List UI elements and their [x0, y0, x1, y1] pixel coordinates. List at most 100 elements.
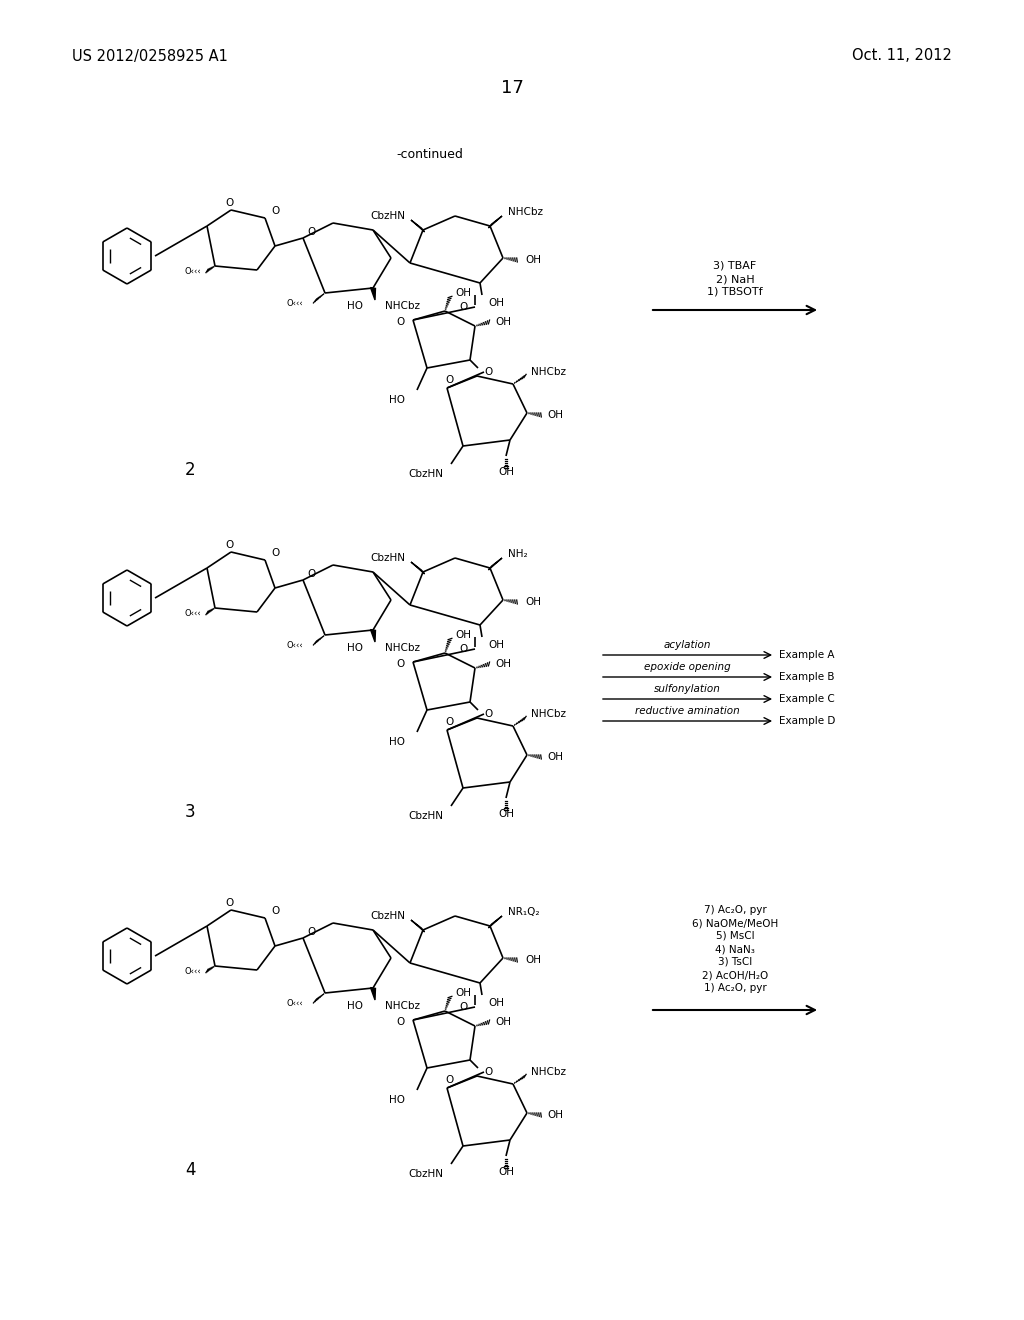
Text: O‹‹‹: O‹‹‹ — [184, 268, 201, 276]
Text: CbzHN: CbzHN — [408, 469, 443, 479]
Text: HO: HO — [389, 395, 406, 405]
Text: OH: OH — [495, 659, 511, 669]
Text: NHCbz: NHCbz — [385, 643, 420, 653]
Text: NHCbz: NHCbz — [531, 367, 566, 378]
Text: Example D: Example D — [779, 715, 836, 726]
Text: OH: OH — [498, 1167, 514, 1177]
Text: NHCbz: NHCbz — [508, 207, 543, 216]
Text: O‹‹‹: O‹‹‹ — [184, 610, 201, 619]
Text: CbzHN: CbzHN — [370, 211, 406, 220]
Text: HO: HO — [347, 301, 362, 312]
Text: O: O — [307, 227, 315, 238]
Text: Example B: Example B — [779, 672, 835, 682]
Text: OH: OH — [455, 987, 471, 998]
Text: CbzHN: CbzHN — [408, 1170, 443, 1179]
Text: CbzHN: CbzHN — [370, 911, 406, 921]
Text: O: O — [271, 548, 280, 558]
Text: O: O — [396, 1016, 406, 1027]
Text: O: O — [225, 540, 233, 550]
Text: 7) Ac₂O, pyr: 7) Ac₂O, pyr — [703, 906, 766, 915]
Polygon shape — [488, 558, 502, 570]
Text: NHCbz: NHCbz — [385, 301, 420, 312]
Text: O: O — [444, 717, 454, 727]
Text: 3) TBAF: 3) TBAF — [714, 261, 757, 271]
Text: -continued: -continued — [396, 149, 464, 161]
Text: Example A: Example A — [779, 649, 835, 660]
Text: 2) AcOH/H₂O: 2) AcOH/H₂O — [701, 970, 768, 979]
Text: CbzHN: CbzHN — [408, 810, 443, 821]
Text: OH: OH — [455, 630, 471, 640]
Text: O: O — [444, 1074, 454, 1085]
Text: NHCbz: NHCbz — [385, 1001, 420, 1011]
Text: O‹‹‹: O‹‹‹ — [287, 998, 303, 1007]
Text: OH: OH — [488, 998, 504, 1008]
Text: OH: OH — [495, 1016, 511, 1027]
Text: O: O — [460, 644, 468, 653]
Text: OH: OH — [498, 809, 514, 818]
Text: 5) MsCl: 5) MsCl — [716, 931, 755, 941]
Text: O‹‹‹: O‹‹‹ — [184, 968, 201, 977]
Polygon shape — [371, 288, 376, 300]
Text: O: O — [460, 302, 468, 312]
Text: O: O — [225, 898, 233, 908]
Text: O: O — [396, 659, 406, 669]
Text: 2: 2 — [184, 461, 196, 479]
Text: 3) TsCl: 3) TsCl — [718, 957, 752, 968]
Text: O: O — [484, 1067, 493, 1077]
Text: O: O — [271, 906, 280, 916]
Text: OH: OH — [525, 954, 541, 965]
Text: 4: 4 — [184, 1162, 196, 1179]
Polygon shape — [411, 920, 425, 932]
Text: O: O — [460, 1002, 468, 1012]
Text: Example C: Example C — [779, 694, 835, 704]
Text: 2) NaH: 2) NaH — [716, 275, 755, 284]
Text: NHCbz: NHCbz — [531, 709, 566, 719]
Polygon shape — [371, 987, 376, 1001]
Text: OH: OH — [488, 640, 504, 649]
Text: 1) Ac₂O, pyr: 1) Ac₂O, pyr — [703, 983, 766, 993]
Text: O: O — [225, 198, 233, 209]
Text: Oct. 11, 2012: Oct. 11, 2012 — [852, 49, 952, 63]
Polygon shape — [411, 562, 425, 574]
Text: 4) NaN₃: 4) NaN₃ — [715, 944, 755, 954]
Text: OH: OH — [525, 597, 541, 607]
Text: OH: OH — [547, 752, 563, 762]
Text: OH: OH — [525, 255, 541, 265]
Text: reductive amination: reductive amination — [635, 706, 740, 715]
Text: OH: OH — [495, 317, 511, 327]
Text: NR₁Q₂: NR₁Q₂ — [508, 907, 540, 917]
Text: O: O — [307, 569, 315, 579]
Text: OH: OH — [455, 288, 471, 298]
Text: epoxide opening: epoxide opening — [644, 663, 731, 672]
Text: O: O — [484, 367, 493, 378]
Text: HO: HO — [347, 643, 362, 653]
Text: OH: OH — [547, 411, 563, 420]
Text: US 2012/0258925 A1: US 2012/0258925 A1 — [72, 49, 228, 63]
Polygon shape — [411, 220, 425, 232]
Text: OH: OH — [547, 1110, 563, 1119]
Polygon shape — [371, 630, 376, 642]
Text: acylation: acylation — [664, 640, 712, 649]
Text: O‹‹‹: O‹‹‹ — [287, 298, 303, 308]
Text: sulfonylation: sulfonylation — [654, 684, 721, 694]
Polygon shape — [488, 916, 502, 928]
Text: O: O — [396, 317, 406, 327]
Text: O: O — [444, 375, 454, 385]
Text: OH: OH — [498, 467, 514, 477]
Text: O‹‹‹: O‹‹‹ — [287, 640, 303, 649]
Text: O: O — [484, 709, 493, 719]
Text: HO: HO — [389, 1096, 406, 1105]
Text: OH: OH — [488, 298, 504, 308]
Text: NH₂: NH₂ — [508, 549, 527, 558]
Text: CbzHN: CbzHN — [370, 553, 406, 564]
Text: 1) TBSOTf: 1) TBSOTf — [708, 286, 763, 297]
Text: 6) NaOMe/MeOH: 6) NaOMe/MeOH — [692, 917, 778, 928]
Text: HO: HO — [389, 737, 406, 747]
Text: O: O — [271, 206, 280, 216]
Text: O: O — [307, 927, 315, 937]
Text: HO: HO — [347, 1001, 362, 1011]
Polygon shape — [488, 216, 502, 228]
Text: 17: 17 — [501, 79, 523, 96]
Text: 3: 3 — [184, 803, 196, 821]
Text: NHCbz: NHCbz — [531, 1067, 566, 1077]
